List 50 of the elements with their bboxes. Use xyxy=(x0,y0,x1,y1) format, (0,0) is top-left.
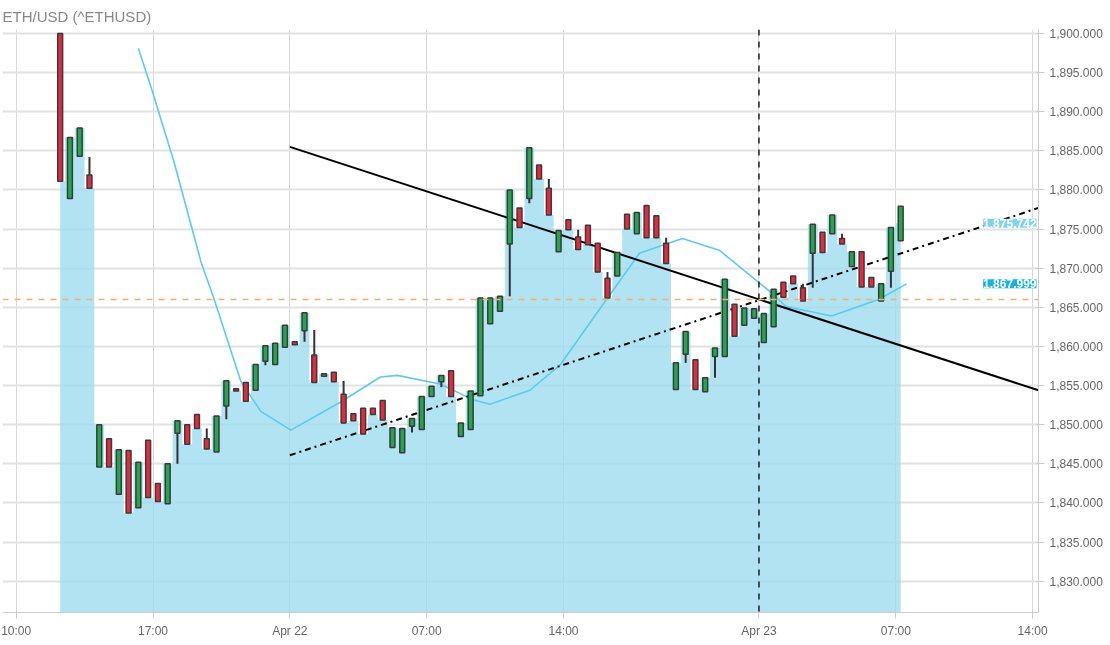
y-tick-label: 1,895.000 xyxy=(1049,66,1104,81)
candlestick xyxy=(653,215,660,239)
y-tick-label: 1,855.000 xyxy=(1049,379,1104,394)
candlestick xyxy=(86,156,93,190)
x-tick-label: 14:00 xyxy=(548,623,579,638)
candlestick xyxy=(584,224,592,246)
x-tick-label: 17:00 xyxy=(138,623,169,638)
x-tick-label: Apr 22 xyxy=(272,623,308,638)
x-tick-label: 07:00 xyxy=(411,623,443,638)
candlestick xyxy=(184,423,191,445)
y-tick-label: 1,900.000 xyxy=(1049,26,1104,41)
candlestick xyxy=(633,211,640,235)
y-tick-label: 1,865.000 xyxy=(1049,300,1104,315)
y-tick-label: 1,875.000 xyxy=(1049,222,1104,237)
y-tick-label: 1,845.000 xyxy=(1049,457,1104,472)
y-tick-label: 1,840.000 xyxy=(1049,496,1104,511)
x-tick-label: Apr 23 xyxy=(741,623,777,638)
x-tick-label: 07:00 xyxy=(880,623,912,638)
candlestick xyxy=(574,228,582,251)
candlestick xyxy=(203,427,210,450)
candlestick xyxy=(662,236,670,265)
y-tick-label: 1,850.000 xyxy=(1049,418,1104,433)
x-tick-label: 10:00 xyxy=(1,623,32,638)
candlestick xyxy=(271,342,279,366)
candlestick xyxy=(242,381,250,402)
candlestick xyxy=(301,311,308,343)
candlestick xyxy=(379,399,386,421)
y-tick-label: 1,885.000 xyxy=(1049,144,1104,159)
candlestick xyxy=(614,251,621,277)
y-tick-label: 1,880.000 xyxy=(1049,183,1104,198)
candlestick xyxy=(829,214,836,235)
candlestick xyxy=(555,229,562,253)
candlestick xyxy=(281,324,289,348)
y-tick-label: 1,890.000 xyxy=(1049,105,1104,120)
y-tick-label: 1,860.000 xyxy=(1049,339,1104,354)
candlestick xyxy=(604,271,611,299)
candlestick xyxy=(516,207,523,229)
chart-title: ETH/USD (^ETHUSD) xyxy=(2,7,152,25)
y-tick-label: 1,835.000 xyxy=(1049,535,1104,550)
annotation: 1,875.742 xyxy=(983,216,1037,231)
annotation: 1,867.999 xyxy=(983,277,1037,292)
x-tick-label: 14:00 xyxy=(1017,623,1048,638)
candlestick xyxy=(819,231,826,254)
candlestick xyxy=(711,347,719,379)
y-tick-label: 1,870.000 xyxy=(1049,261,1104,276)
candlestick xyxy=(682,330,689,364)
candlestick xyxy=(174,419,181,465)
y-tick-label: 1,830.000 xyxy=(1049,574,1104,589)
candlestick xyxy=(389,427,396,449)
candlestick xyxy=(262,344,269,367)
